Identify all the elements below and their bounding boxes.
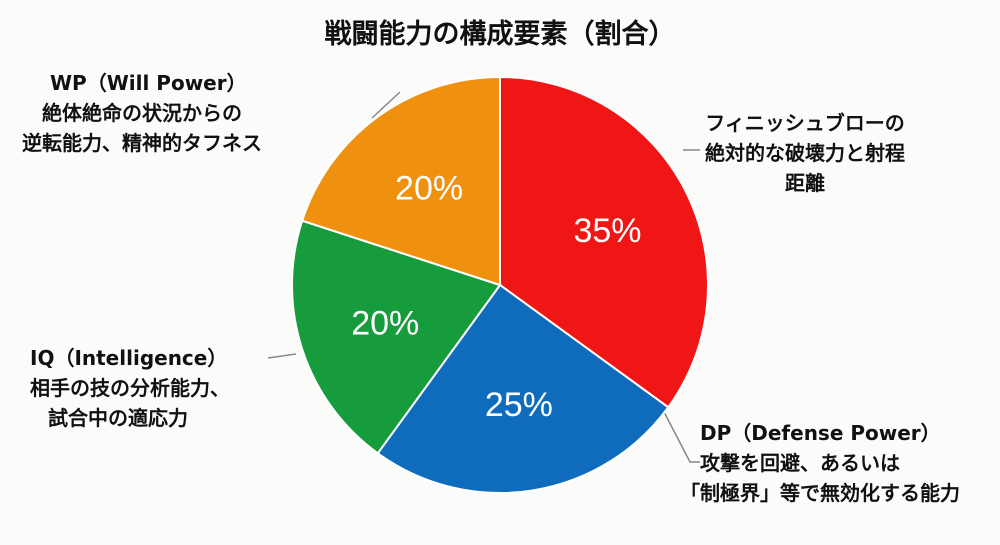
label-dp: DP（Defense Power） 攻撃を回避、あるいは 「制極界」等で無効化す… [680,418,960,508]
pie-slice-1 [376,283,670,494]
label-line: 逆転能力、精神的タフネス [22,131,262,155]
slice-percent-label: 20% [395,169,463,207]
slice-percent-label: 20% [351,304,419,342]
chart-title: 戦闘能力の構成要素（割合） [324,19,676,50]
label-line: IQ（Intelligence） [30,346,228,370]
label-line: 絶対的な破壊力と射程 [705,141,905,165]
pie-slice-2 [291,219,502,455]
label-wp: WP（Will Power） 絶体絶命の状況からの 逆転能力、精神的タフネス [22,68,262,158]
label-line: 「制極界」等で無効化する能力 [680,481,960,505]
leader-line [371,91,401,119]
label-line: フィニッシュブローの [705,111,905,135]
label-line: WP（Will Power） [50,71,247,95]
label-line: 距離 [785,171,825,195]
slice-percent-label: 35% [573,212,641,250]
pie-slice-0 [499,75,709,409]
label-line: 試合中の適応力 [48,406,188,430]
label-line: 相手の技の分析能力、 [30,376,230,400]
label-line: DP（Defense Power） [700,421,941,445]
label-line: 絶体絶命の状況からの [42,101,242,125]
leader-line [267,353,297,359]
leader-line [662,409,700,463]
label-finish-blow: フィニッシュブローの 絶対的な破壊力と射程 距離 [705,108,905,198]
label-line: 攻撃を回避、あるいは [700,451,900,475]
slice-percent-label: 25% [485,386,553,424]
label-iq: IQ（Intelligence） 相手の技の分析能力、 試合中の適応力 [30,343,230,433]
pie-slice-3 [300,75,501,287]
